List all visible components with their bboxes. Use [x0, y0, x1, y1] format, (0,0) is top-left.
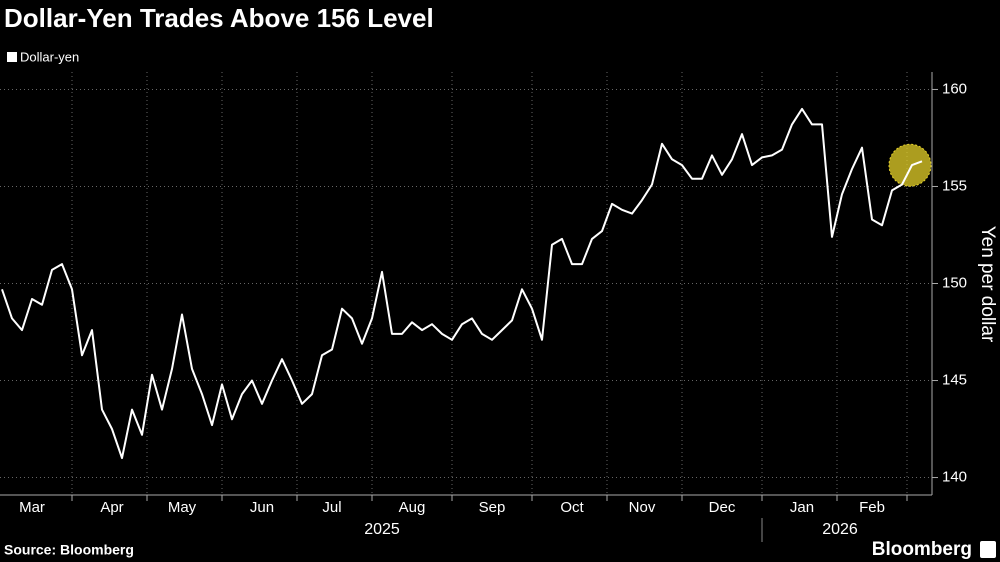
y-tick-label: 140 [942, 469, 967, 486]
y-axis-title: Yen per dollar [977, 226, 998, 343]
y-tick-label: 145 [942, 371, 967, 388]
brand-logo [980, 541, 996, 558]
year-label: 2026 [822, 521, 858, 538]
x-tick-label: Jun [250, 499, 274, 516]
x-tick-label: Jan [790, 499, 814, 516]
legend-label: Dollar-yen [20, 49, 79, 64]
chart-title: Dollar-Yen Trades Above 156 Level [4, 3, 434, 33]
x-tick-label: Jul [322, 499, 341, 516]
brand: Bloomberg [872, 539, 972, 560]
highlight [888, 143, 932, 187]
x-tick-label: Sep [479, 499, 506, 516]
x-tick-label: May [168, 499, 197, 516]
x-tick-label: Feb [859, 499, 885, 516]
x-tick-label: Apr [100, 499, 123, 516]
x-tick-label: Mar [19, 499, 45, 516]
y-tick-label: 160 [942, 80, 967, 97]
y-tick-label: 155 [942, 177, 967, 194]
legend-swatch [7, 52, 17, 62]
source: Source: Bloomberg [4, 542, 134, 558]
x-tick-label: Aug [399, 499, 426, 516]
year-label: 2025 [364, 521, 400, 538]
data-line [1, 107, 923, 460]
y-tick-label: 150 [942, 274, 967, 291]
x-tick-label: Dec [709, 499, 736, 516]
x-tick-label: Nov [629, 499, 656, 516]
x-tick-label: Oct [560, 499, 584, 516]
